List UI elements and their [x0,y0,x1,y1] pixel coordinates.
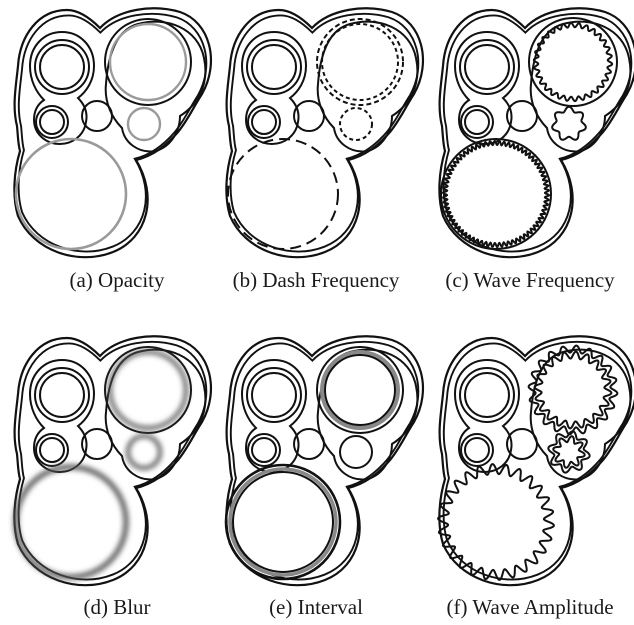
caption-dash-frequency: (b) Dash Frequency [233,268,400,292]
left-small-cell-outer [35,105,69,139]
big-cell-wave [532,21,614,103]
panel-opacity [13,7,213,259]
outer-boundary [13,7,213,259]
left-top-cell-inner [251,44,297,90]
left-top-cell-inner [251,372,297,418]
left-small-cell-outer [247,433,281,467]
caption-wave-frequency: (c) Wave Frequency [445,268,615,292]
big-cell-interval-inner [324,354,396,426]
lower-cell-dash [227,138,339,250]
left-small-cell-inner [251,109,277,135]
lower-cell-inner [232,471,334,573]
big-cell-wave-outer [527,344,619,436]
big-cell-outer-ring [104,18,192,106]
left-small-cell-outer [460,433,494,467]
left-cell-group [453,358,521,474]
right-cell-group [104,348,207,481]
outer-boundary-inner [229,12,420,253]
small-cell-wave-inner [552,435,586,469]
caption-wave-amplitude: (f) Wave Amplitude [446,595,613,619]
caption-opacity: (a) Opacity [69,268,165,292]
lower-cell-interval [228,467,338,577]
outer-boundary [438,335,634,587]
big-cell-dash-inner [321,23,399,101]
right-cell-group [529,20,632,153]
outer-boundary [225,335,425,587]
big-cell-ring [528,17,618,107]
panel-blur [13,335,213,587]
small-cell-wave-outer [547,430,591,474]
left-top-cell-outer [34,367,90,423]
outer-boundary [225,7,425,259]
left-top-cell-outer [459,367,515,423]
right-cell-group [104,20,207,153]
left-top-cell-outer [459,39,515,95]
lower-cell-ring [440,138,552,250]
small-cell-ring [339,435,373,469]
left-cell-group [453,30,521,146]
right-cell-group [529,348,632,481]
left-small-cell-outer [460,105,494,139]
left-cell-group [28,30,96,146]
big-cell-wave-inner [533,350,613,430]
left-top-cell-inner [464,44,510,90]
big-cell-outer-ring [104,346,192,434]
big-cell-faded [108,22,188,102]
left-small-cell-outer [35,433,69,467]
left-top-cell-inner [39,44,85,90]
big-cell-blurred [108,350,188,430]
big-cell-interval [320,350,400,430]
left-cell-group [28,358,96,474]
right-cell-group [316,20,419,153]
lower-cell-faded [14,137,128,251]
lower-cell-outer [224,463,342,581]
left-top-cell-outer [246,39,302,95]
left-small-cell-inner [464,437,490,463]
left-small-cell-inner [251,437,277,463]
small-cell-dash [339,107,373,141]
small-cell-wave [551,105,587,141]
big-cell-dash-outer [316,18,404,106]
panel-wave-amplitude [437,335,634,587]
left-top-cell-inner [39,372,85,418]
left-top-cell-inner [464,372,510,418]
lower-cell-blurred [13,464,129,580]
outer-boundary [438,7,634,259]
outer-boundary-inner [17,340,208,581]
left-cell-group [240,358,308,474]
left-small-cell-inner [39,437,65,463]
caption-interval: (e) Interval [269,595,363,619]
caption-blur: (d) Blur [83,595,150,619]
left-small-cell-outer [247,105,281,139]
lower-cell-wave [437,463,555,581]
left-small-cell-inner [464,109,490,135]
lower-cell-wave [442,140,550,248]
left-small-cell-inner [39,109,65,135]
panel-dash-frequency [225,7,425,259]
panel-interval [224,335,425,587]
small-cell-faded [126,106,162,142]
big-cell-outer-ring [316,346,404,434]
left-cell-group [240,30,308,146]
left-top-cell-outer [246,367,302,423]
outer-boundary [13,335,213,587]
outer-boundary-inner [17,12,208,253]
outer-boundary-inner [229,340,420,581]
left-top-cell-outer [34,39,90,95]
panel-wave-frequency [438,7,634,259]
outer-boundary-inner [442,340,633,581]
right-cell-group [316,348,419,481]
outer-boundary-inner [442,12,633,253]
small-cell-blurred [126,434,162,470]
